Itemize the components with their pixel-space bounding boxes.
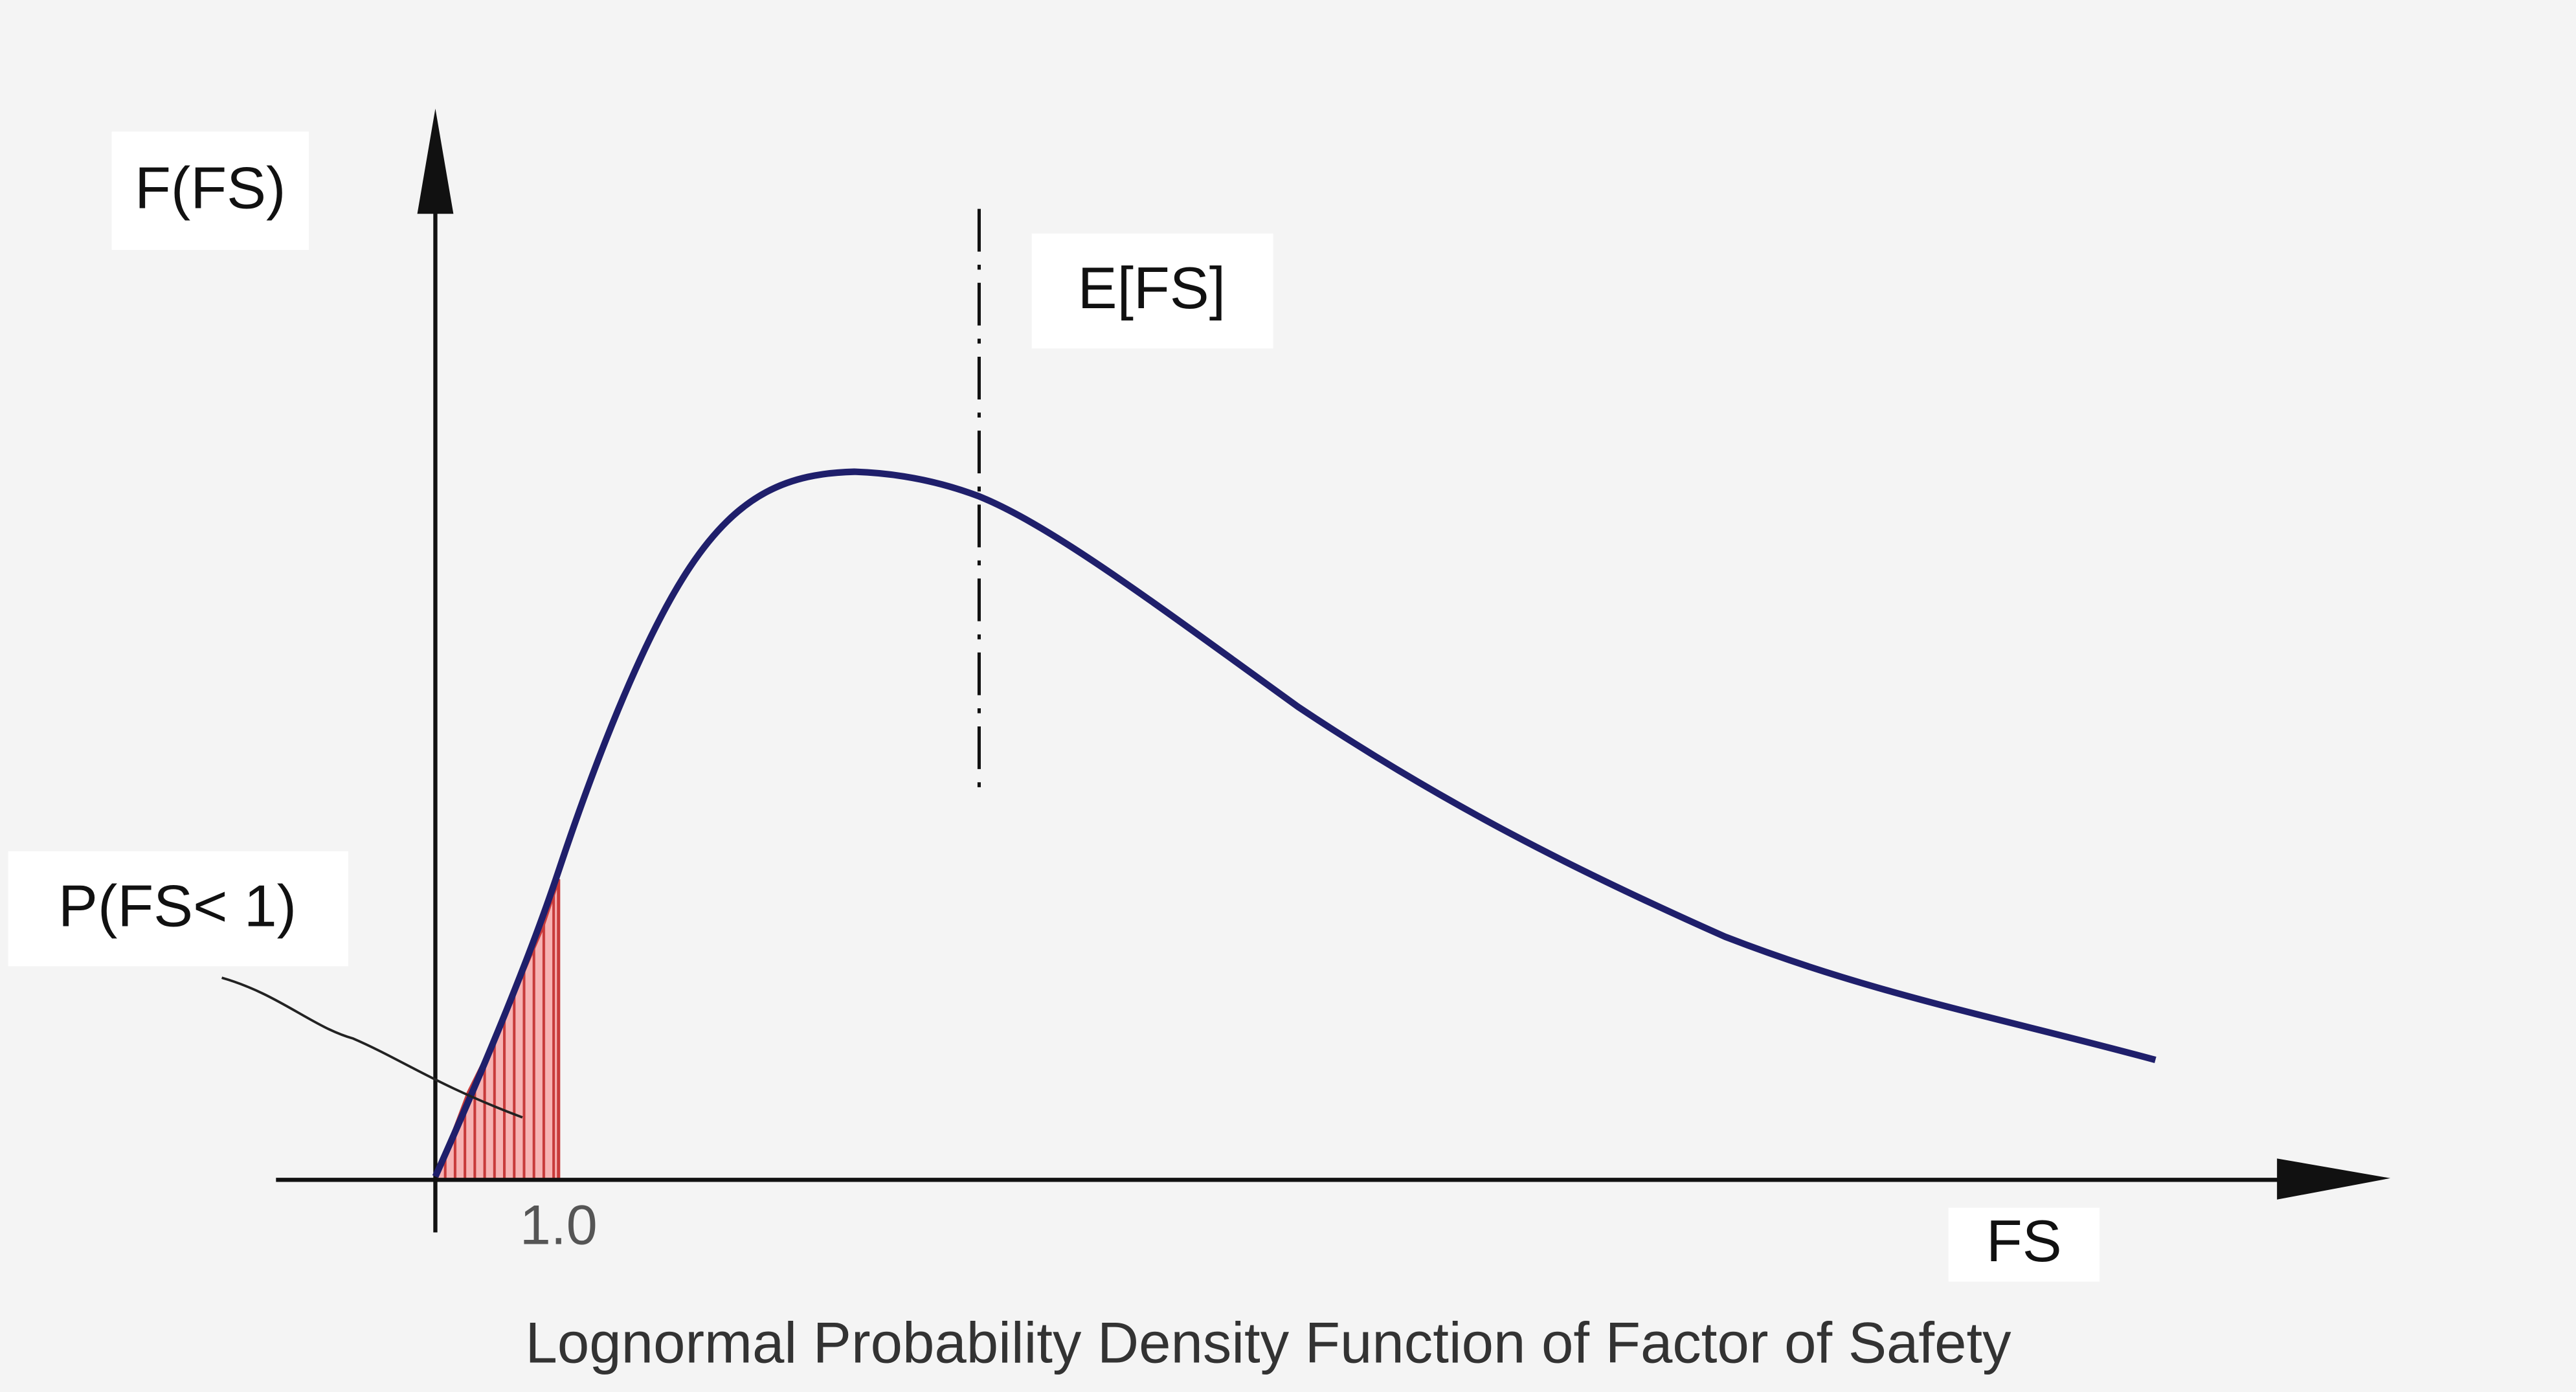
x-axis-arrow: [2277, 1158, 2391, 1200]
y-axis-label: F(FS): [135, 155, 286, 221]
leader-line: [221, 976, 523, 1119]
label-box: [1948, 1207, 2100, 1282]
x-axis-label: FS: [1986, 1208, 2062, 1274]
probability-label: P(FS< 1): [58, 873, 297, 939]
tick-label: 1.0: [520, 1194, 598, 1256]
label-box: [111, 131, 309, 251]
density-curve: [432, 468, 2156, 1178]
mean-label: E[FS]: [1078, 255, 1226, 321]
label-box: [8, 851, 348, 967]
caption: Lognormal Probability Density Function o…: [526, 1311, 2012, 1375]
y-axis-arrow: [417, 108, 454, 214]
label-box: [1031, 233, 1273, 349]
